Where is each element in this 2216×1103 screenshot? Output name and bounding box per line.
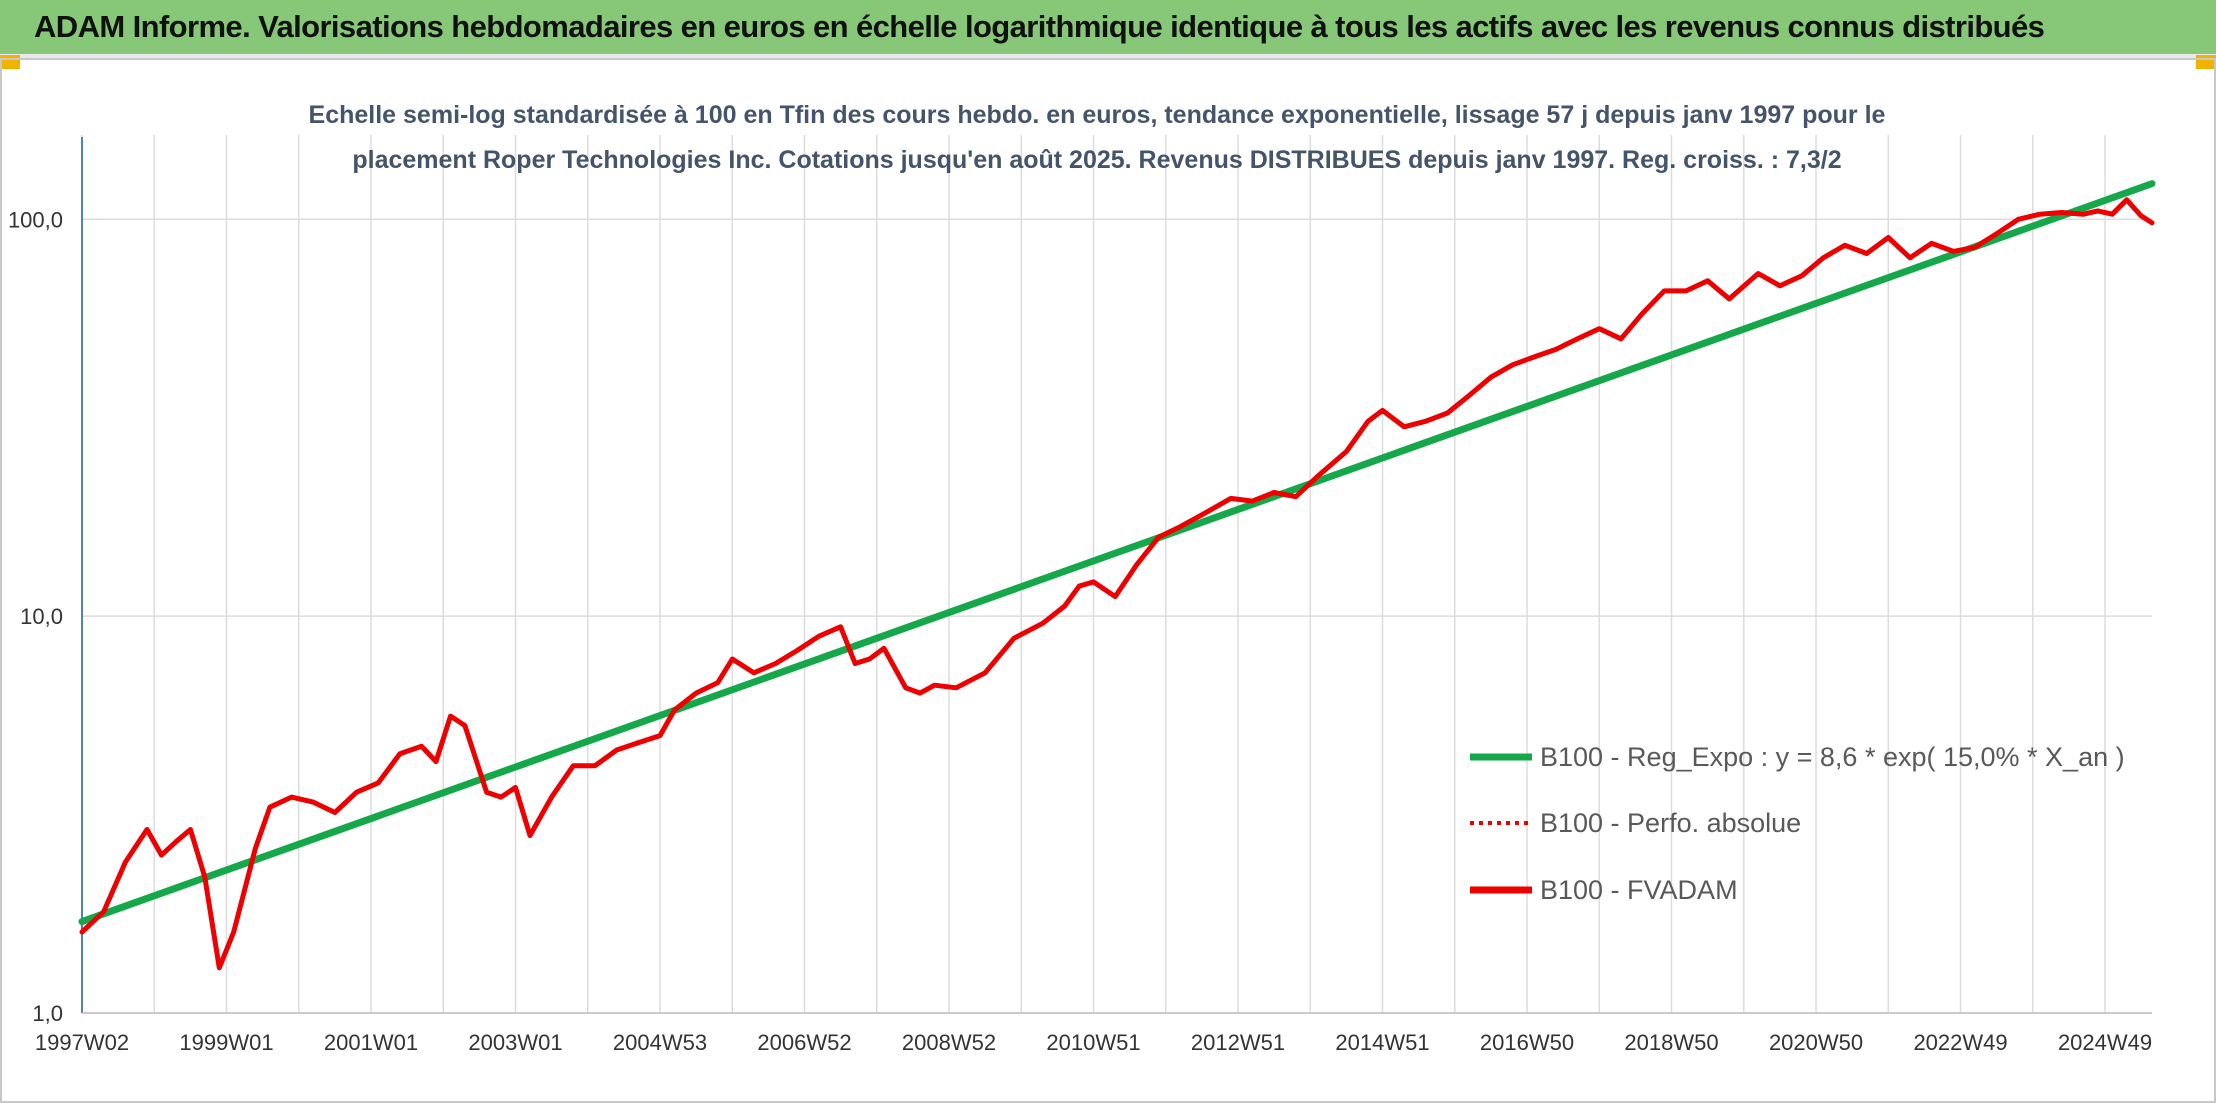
x-tick-label: 2004W53 <box>613 1030 707 1055</box>
legend-label-perfo: B100 - Perfo. absolue <box>1540 808 1801 838</box>
axis-layer: 1,0 10,0 100,0 1997W02 1999W01 2001W01 2003W01… <box>8 137 2152 1055</box>
x-tick-label: 2003W01 <box>468 1030 562 1055</box>
x-tick-label: 2024W49 <box>2058 1030 2152 1055</box>
x-tick-label: 2010W51 <box>1046 1030 1140 1055</box>
chart-title-line-2: placement Roper Technologies Inc. Cotati… <box>352 146 1841 174</box>
trend-line <box>78 180 2156 926</box>
chart-title-block: Echelle semi-log standardisée à 100 en T… <box>309 101 1886 174</box>
y-tick-label: 100,0 <box>8 207 63 232</box>
y-tick-label: 1,0 <box>32 1001 63 1026</box>
y-tick-label: 10,0 <box>20 604 63 629</box>
x-tick-label: 2022W49 <box>1913 1030 2007 1055</box>
series-layer <box>78 180 2156 971</box>
report-banner: ADAM Informe. Valorisations hebdomadaire… <box>0 0 2216 58</box>
x-tick-label: 2014W51 <box>1335 1030 1429 1055</box>
x-tick-label: 2020W50 <box>1769 1030 1863 1055</box>
grid-layer <box>81 135 2152 1014</box>
x-tick-label: 1997W02 <box>35 1030 129 1055</box>
x-tick-label: 2008W52 <box>902 1030 996 1055</box>
x-tick-label: 1999W01 <box>179 1030 273 1055</box>
x-tick-label: 2001W01 <box>324 1030 418 1055</box>
legend-label-trend: B100 - Reg_Expo : y = 8,6 * exp( 15,0% *… <box>1540 742 2125 772</box>
x-tick-label: 2006W52 <box>757 1030 851 1055</box>
chart-frame <box>0 58 2216 1103</box>
report-title: ADAM Informe. Valorisations hebdomadaire… <box>34 9 2045 44</box>
x-tick-label: 2016W50 <box>1480 1030 1574 1055</box>
fvadam-line <box>79 197 2155 971</box>
legend-label-fvadam: B100 - FVADAM <box>1540 875 1738 905</box>
chart-title-line-1: Echelle semi-log standardisée à 100 en T… <box>309 101 1886 129</box>
x-tick-label: 2012W51 <box>1191 1030 1285 1055</box>
legend: B100 - Reg_Expo : y = 8,6 * exp( 15,0% *… <box>1470 742 2125 905</box>
x-tick-label: 2018W50 <box>1624 1030 1718 1055</box>
